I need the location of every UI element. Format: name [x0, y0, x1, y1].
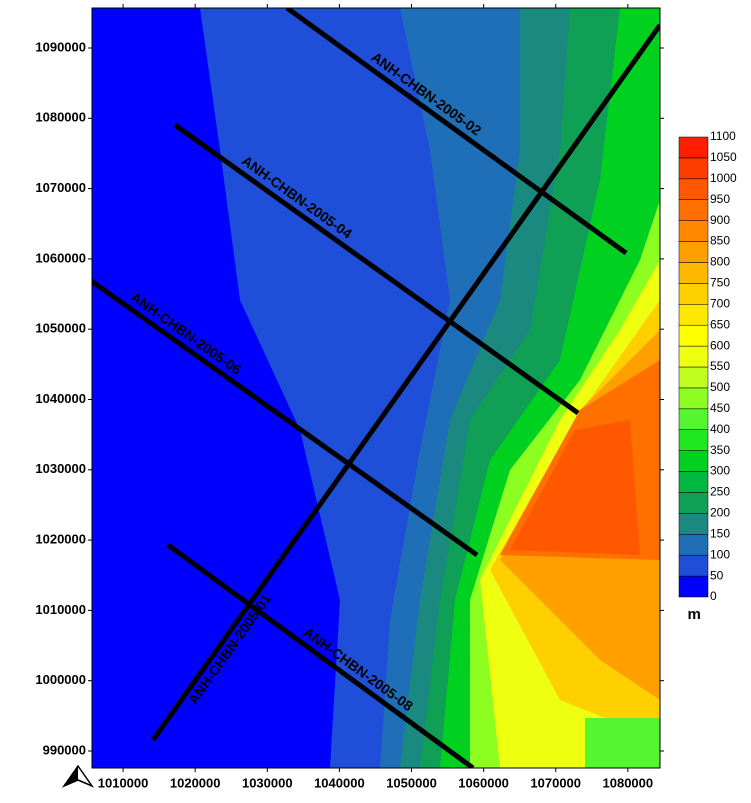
- colorbar-label: 1100: [710, 129, 736, 143]
- colorbar-band: [678, 241, 709, 263]
- colorbar-label: 450: [710, 401, 730, 415]
- y-tick-label: 1060000: [35, 250, 86, 265]
- colorbar-label: 300: [710, 464, 730, 478]
- colorbar-label: 750: [710, 276, 730, 290]
- colorbar-label: 50: [710, 568, 724, 582]
- seismic-line: [92, 278, 479, 558]
- map-frame: [91, 7, 661, 769]
- seismic-line: [173, 122, 580, 416]
- colorbar-label: 1050: [710, 150, 737, 164]
- colorbar-label: 850: [710, 234, 730, 248]
- y-tick-label: 1090000: [35, 39, 86, 54]
- x-tick-label: 1070000: [530, 775, 581, 790]
- colorbar-band: [678, 513, 709, 535]
- seismic-line: [166, 542, 475, 768]
- colorbar-label: 650: [710, 317, 730, 331]
- colorbar-label: 0: [710, 589, 717, 603]
- colorbar-band: [678, 429, 709, 451]
- colorbar-band: [678, 387, 709, 410]
- colorbar-label: 350: [710, 443, 730, 457]
- y-tick-label: 1020000: [35, 532, 86, 547]
- colorbar-label: 600: [710, 338, 730, 352]
- colorbar-band: [678, 408, 709, 430]
- seismic-line: [285, 8, 628, 256]
- colorbar-band: [678, 178, 709, 200]
- colorbar-band: [678, 199, 709, 221]
- colorbar-band: [678, 554, 709, 577]
- colorbar-unit: m: [688, 606, 701, 623]
- colorbar-band: [678, 262, 709, 284]
- colorbar-band: [678, 450, 709, 472]
- colorbar-band: [678, 471, 709, 493]
- colorbar-label: 550: [710, 359, 730, 373]
- colorbar-label: 800: [710, 255, 730, 269]
- north-arrow: [61, 764, 95, 788]
- colorbar-label: 900: [710, 213, 730, 227]
- colorbar-label: 200: [710, 506, 730, 520]
- y-tick-label: 1010000: [35, 602, 86, 617]
- x-tick-label: 1080000: [603, 775, 654, 790]
- contour-surface: [92, 8, 660, 768]
- y-tick-label: 1080000: [35, 110, 86, 125]
- colorbar-label: 150: [710, 526, 730, 540]
- colorbar-label: 500: [710, 380, 730, 394]
- colorbar-band: [678, 136, 709, 159]
- y-tick-label: 1070000: [35, 180, 86, 195]
- colorbar-label: 100: [710, 547, 730, 561]
- seismic-line: [150, 23, 660, 742]
- colorbar-band: [678, 283, 709, 305]
- y-tick-label: 990000: [43, 742, 86, 757]
- x-tick-label: 1030000: [242, 775, 293, 790]
- colorbar-band: [678, 534, 709, 556]
- x-tick-label: 1010000: [98, 775, 149, 790]
- colorbar-band: [678, 157, 709, 180]
- y-tick-label: 1040000: [35, 391, 86, 406]
- y-tick-label: 1030000: [35, 461, 86, 476]
- colorbar-label: 1000: [710, 171, 737, 185]
- y-tick-label: 1050000: [35, 321, 86, 336]
- colorbar-label: 700: [710, 296, 730, 310]
- y-tick-label: 1000000: [35, 672, 86, 687]
- x-tick-label: 1020000: [170, 775, 221, 790]
- colorbar-label: 400: [710, 422, 730, 436]
- colorbar-band: [678, 324, 709, 347]
- x-tick-label: 1040000: [314, 775, 365, 790]
- colorbar-band: [678, 304, 709, 326]
- colorbar-band: [678, 345, 709, 368]
- x-tick-label: 1050000: [386, 775, 437, 790]
- colorbar-band: [678, 492, 709, 514]
- x-tick-label: 1060000: [458, 775, 509, 790]
- colorbar-band: [678, 366, 709, 389]
- colorbar-label: 950: [710, 192, 730, 206]
- colorbar-band: [678, 220, 709, 242]
- colorbar-band: [678, 575, 709, 598]
- colorbar-label: 250: [710, 485, 730, 499]
